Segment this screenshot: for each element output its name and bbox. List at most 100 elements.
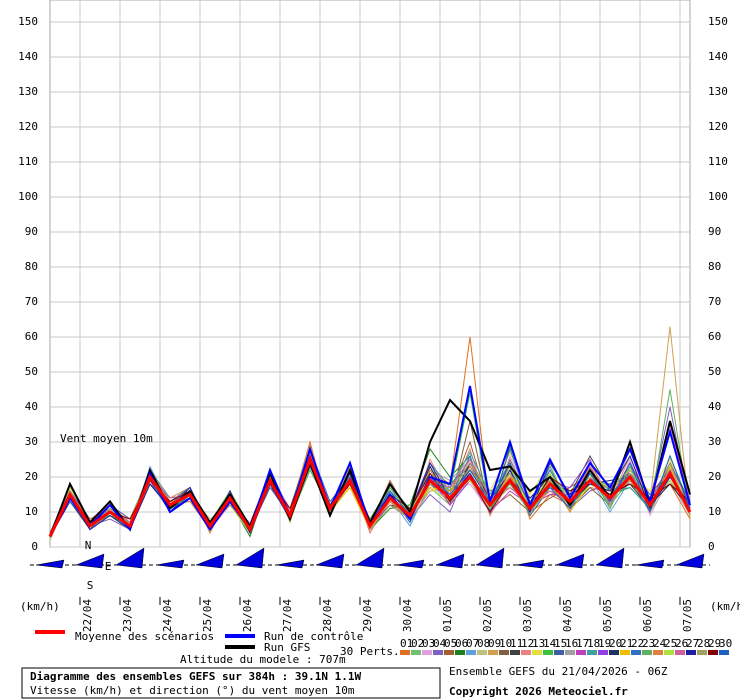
perturbation-legend-swatch (620, 650, 630, 655)
run-info: Ensemble GEFS du 21/04/2026 - 06Z (449, 665, 668, 678)
caption: Vitesse (km/h) et direction (°) du vent … (30, 684, 355, 697)
wind-arrow (75, 553, 105, 569)
x-tick-label: 03/05 (521, 599, 534, 632)
x-tick-label: 28/04 (321, 599, 334, 632)
perturbation-legend-label: 04 (433, 637, 447, 650)
wind-arrow (515, 559, 545, 569)
perturbation-legend-swatch (444, 650, 454, 655)
perturbation-legend-label: 05 (444, 637, 457, 650)
x-tick-label: 02/05 (481, 599, 494, 632)
x-tick-label: 05/05 (601, 599, 614, 632)
compass-s: S (87, 579, 94, 592)
wind-arrow (435, 553, 465, 569)
perturbation-legend-label: 28 (697, 637, 710, 650)
perturbation-legend-swatch (664, 650, 674, 655)
legend-label: Run de contrôle (264, 630, 363, 643)
x-tick-label: 25/04 (201, 599, 214, 632)
perturbation-legend-label: 14 (543, 637, 557, 650)
perturbation-legend-label: 19 (598, 637, 611, 650)
wind-arrow (275, 559, 305, 569)
perturbation-legend-label: 26 (675, 637, 688, 650)
perturbation-legend-swatch (499, 650, 509, 655)
y-tick-label: 20 (25, 470, 38, 483)
perturbation-legend-swatch (532, 650, 542, 655)
x-tick-label: 29/04 (361, 599, 374, 632)
legend-label: Moyenne des scénarios (75, 630, 214, 643)
y-tick-label: 40 (25, 400, 38, 413)
perturbation-legend-label: 30 (719, 637, 732, 650)
x-tick-label: 01/05 (441, 599, 454, 632)
wind-arrow (675, 553, 705, 569)
perturbation-legend-swatch (455, 650, 465, 655)
perturbation-legend-label: 27 (686, 637, 699, 650)
wind-arrow (35, 559, 65, 569)
perturbation-legend-label: 15 (554, 637, 567, 650)
perturbation-legend-swatch (565, 650, 575, 655)
perturbation-legend-swatch (521, 650, 531, 655)
wind-arrow (395, 559, 425, 569)
perturbation-legend-swatch (400, 650, 410, 655)
perturbation-legend-swatch (609, 650, 619, 655)
y-tick-label-right: 120 (708, 120, 728, 133)
perturbation-legend-label: 07 (466, 637, 479, 650)
perturbation-legend-swatch (411, 650, 421, 655)
perturbation-legend-swatch (466, 650, 476, 655)
x-tick-label: 06/05 (641, 599, 654, 632)
y-tick-label-right: 100 (708, 190, 728, 203)
perturbation-legend-swatch (708, 650, 718, 655)
y-unit-left: (km/h) (20, 600, 60, 613)
y-tick-label: 140 (18, 50, 38, 63)
y-tick-label: 80 (25, 260, 38, 273)
wind-arrow (115, 547, 145, 569)
perturbation-legend-label: 18 (587, 637, 600, 650)
perturbation-legend-label: 13 (532, 637, 545, 650)
main-series (48, 385, 692, 538)
y-tick-label: 60 (25, 330, 38, 343)
x-tick-label: 23/04 (121, 599, 134, 632)
perturbation-legend-swatch (631, 650, 641, 655)
y-tick-label-right: 60 (708, 330, 721, 343)
grid: 0 0 10 10 20 20 30 30 40 40 50 50 60 60 70 70 80 80 90 90 10… (18, 0, 728, 632)
y-tick-label: 50 (25, 365, 38, 378)
wind-arrow (355, 547, 385, 569)
series-line (48, 455, 692, 538)
y-tick-label: 130 (18, 85, 38, 98)
perturbation-legend-label: 01 (400, 637, 413, 650)
wind-arrow (635, 559, 665, 569)
x-tick-label: 30/04 (401, 599, 414, 632)
y-tick-label-right: 80 (708, 260, 721, 273)
y-tick-label-right: 90 (708, 225, 721, 238)
perturbation-legend-swatch (543, 650, 553, 655)
wind-arrows (35, 547, 705, 569)
y-tick-label: 120 (18, 120, 38, 133)
perturbation-legend-swatch (477, 650, 487, 655)
wind-arrow (555, 553, 585, 569)
y-tick-label-right: 10 (708, 505, 721, 518)
perturbation-legend-swatch (686, 650, 696, 655)
perturbation-legend-label: 03 (422, 637, 435, 650)
perturbation-legend-label: 06 (455, 637, 468, 650)
y-tick-label-right: 40 (708, 400, 721, 413)
compass-e: E (105, 560, 112, 573)
perturbation-legend-swatch (554, 650, 564, 655)
title-box (21, 667, 441, 699)
perturbation-legend-label: 20 (609, 637, 622, 650)
y-tick-label-right: 50 (708, 365, 721, 378)
perturbation-legend-label: 23 (642, 637, 655, 650)
y-tick-label-right: 140 (708, 50, 728, 63)
wind-arrow (315, 553, 345, 569)
perturbation-legend-swatch (488, 650, 498, 655)
perturbation-legend-label: 09 (488, 637, 501, 650)
wind-arrow (595, 547, 625, 569)
y-unit-right: (km/h) (710, 600, 740, 613)
title: Diagramme des ensembles GEFS sur 384h : … (30, 670, 362, 683)
perturbation-legend-label: 11 (510, 637, 523, 650)
wind-arrow (155, 559, 185, 569)
perturbation-legend-swatch (675, 650, 685, 655)
perturbation-legend-swatch (719, 650, 729, 655)
perturbation-legend-label: 02 (411, 637, 424, 650)
perturbation-legend-label: 12 (521, 637, 534, 650)
y-tick-label-right: 0 (708, 540, 715, 553)
